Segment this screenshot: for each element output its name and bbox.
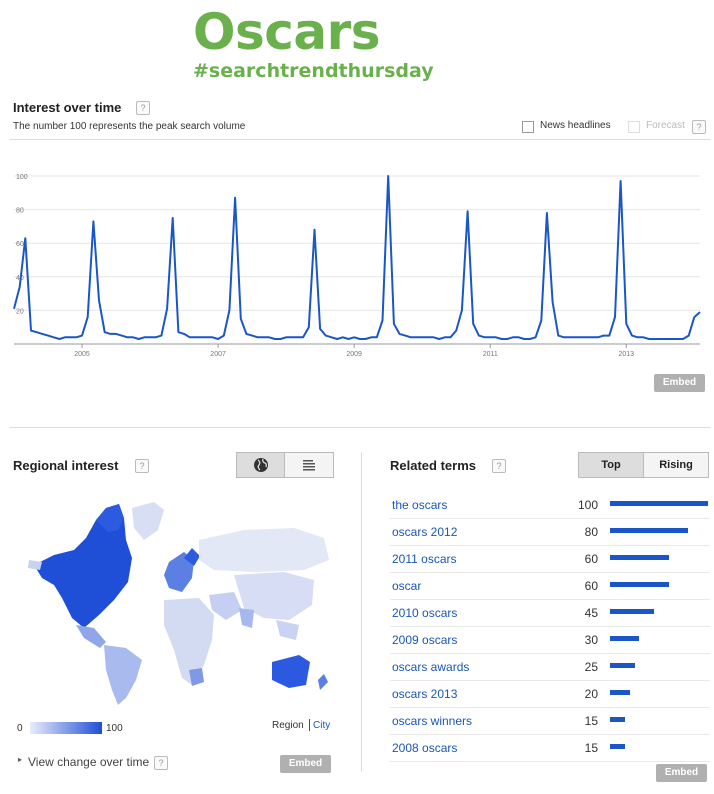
- related-term-bar: [610, 501, 708, 506]
- related-term-row[interactable]: 2008 oscars 15: [390, 735, 710, 762]
- related-term-link[interactable]: 2008 oscars: [392, 741, 458, 755]
- y-tick-label: 60: [16, 241, 24, 248]
- related-term-row[interactable]: oscars 2013 20: [390, 681, 710, 708]
- interest-series-line: [13, 175, 701, 340]
- related-term-link[interactable]: oscars 2012: [392, 525, 458, 539]
- x-tick-label: 2009: [346, 351, 362, 358]
- related-term-value: 60: [584, 579, 598, 593]
- related-term-value: 80: [584, 525, 598, 539]
- related-term-value: 60: [584, 552, 598, 566]
- map-view-toggle[interactable]: [236, 452, 286, 478]
- related-term-bar: [610, 690, 630, 695]
- help-icon[interactable]: ?: [136, 101, 150, 115]
- help-icon[interactable]: ?: [154, 756, 168, 770]
- hashtag-subtitle: #searchtrendthursday: [193, 60, 434, 82]
- related-term-link[interactable]: oscars 2013: [392, 687, 458, 701]
- embed-button[interactable]: Embed: [656, 764, 707, 782]
- section-divider: [10, 139, 710, 140]
- world-map[interactable]: [14, 500, 344, 710]
- related-term-bar: [610, 582, 669, 587]
- section-divider: [10, 427, 710, 428]
- globe-icon: [254, 458, 268, 472]
- related-term-link[interactable]: 2010 oscars: [392, 606, 458, 620]
- related-term-row[interactable]: oscars 2012 80: [390, 519, 710, 546]
- help-icon[interactable]: ?: [492, 459, 506, 473]
- embed-button[interactable]: Embed: [280, 755, 331, 773]
- related-term-value: 45: [584, 606, 598, 620]
- view-change-over-time-link[interactable]: View change over time: [28, 755, 150, 769]
- regional-interest-title: Regional interest: [13, 458, 119, 473]
- related-term-row[interactable]: 2011 oscars 60: [390, 546, 710, 573]
- tab-top[interactable]: Top: [578, 452, 644, 478]
- news-headlines-checkbox[interactable]: [522, 121, 534, 133]
- forecast-label: Forecast: [646, 120, 685, 131]
- related-term-link[interactable]: 2011 oscars: [392, 552, 457, 566]
- related-term-row[interactable]: oscars awards 25: [390, 654, 710, 681]
- separator: [309, 719, 310, 731]
- list-view-toggle[interactable]: [284, 452, 334, 478]
- list-icon: [303, 460, 315, 471]
- y-tick-label: 20: [16, 308, 24, 315]
- related-term-value: 100: [577, 498, 598, 512]
- africa-region[interactable]: [164, 598, 214, 685]
- australia-region[interactable]: [272, 655, 310, 688]
- related-term-value: 15: [584, 741, 598, 755]
- legend-max-label: 100: [106, 723, 123, 734]
- related-term-link[interactable]: 2009 oscars: [392, 633, 458, 647]
- tab-rising[interactable]: Rising: [643, 452, 709, 478]
- y-tick-label: 80: [16, 208, 24, 215]
- related-term-bar: [610, 663, 635, 668]
- related-term-bar: [610, 636, 640, 641]
- x-tick-label: 2013: [619, 351, 635, 358]
- related-term-bar: [610, 609, 655, 614]
- south-america-region[interactable]: [104, 645, 142, 705]
- help-icon[interactable]: ?: [692, 120, 706, 134]
- related-term-row[interactable]: 2009 oscars 30: [390, 627, 710, 654]
- interest-subtitle: The number 100 represents the peak searc…: [13, 121, 246, 132]
- related-term-value: 15: [584, 714, 598, 728]
- y-tick-label: 100: [16, 174, 28, 181]
- related-term-bar: [610, 717, 625, 722]
- chevron-right-icon[interactable]: ▸: [18, 755, 23, 764]
- related-term-value: 25: [584, 660, 598, 674]
- map-legend-gradient: [30, 722, 102, 734]
- forecast-checkbox[interactable]: [628, 121, 640, 133]
- europe-region[interactable]: [164, 552, 194, 592]
- region-link[interactable]: Region: [272, 720, 304, 731]
- x-tick-label: 2007: [210, 351, 226, 358]
- related-term-row[interactable]: oscars winners 15: [390, 708, 710, 735]
- x-tick-label: 2011: [483, 351, 498, 358]
- city-link[interactable]: City: [313, 720, 331, 731]
- related-term-bar: [610, 744, 625, 749]
- page-title: Oscars: [193, 3, 381, 61]
- related-term-row[interactable]: oscar 60: [390, 573, 710, 600]
- related-term-bar: [610, 555, 669, 560]
- column-divider: [361, 452, 362, 772]
- related-term-value: 20: [584, 687, 598, 701]
- embed-button[interactable]: Embed: [654, 374, 705, 392]
- related-terms-title: Related terms: [390, 458, 476, 473]
- related-term-link[interactable]: oscar: [392, 579, 422, 593]
- related-term-link[interactable]: oscars awards: [392, 660, 470, 674]
- interest-over-time-title: Interest over time: [13, 100, 122, 115]
- north-america-region[interactable]: [34, 504, 132, 628]
- related-term-bar: [610, 528, 689, 533]
- related-term-link[interactable]: the oscars: [392, 498, 448, 512]
- related-term-value: 30: [584, 633, 598, 647]
- related-term-row[interactable]: 2010 oscars 45: [390, 600, 710, 627]
- legend-min-label: 0: [17, 723, 23, 734]
- x-tick-label: 2005: [74, 351, 90, 358]
- related-term-row[interactable]: the oscars 100: [390, 492, 710, 519]
- news-headlines-label: News headlines: [540, 120, 611, 131]
- related-term-link[interactable]: oscars winners: [392, 714, 473, 728]
- help-icon[interactable]: ?: [135, 459, 149, 473]
